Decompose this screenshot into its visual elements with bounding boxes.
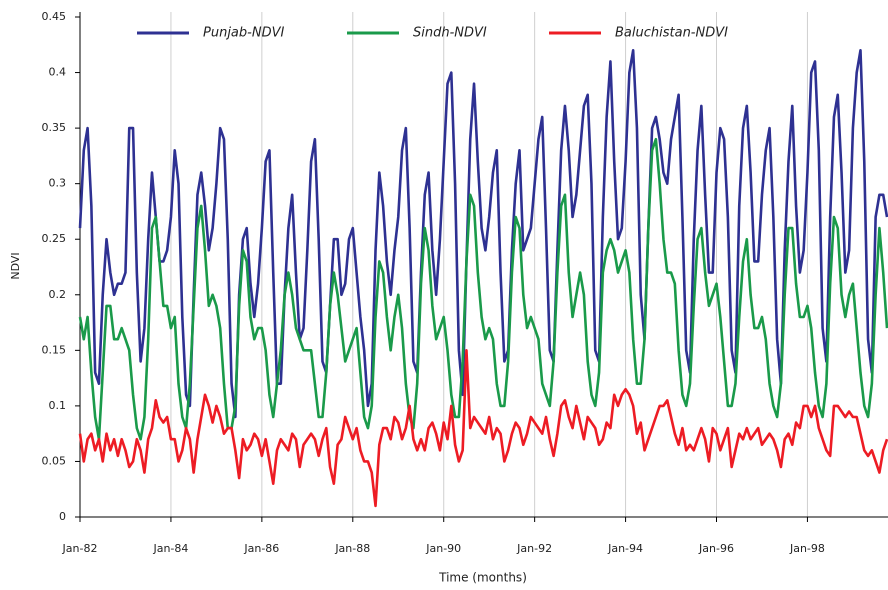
x-axis-label: Time (months) xyxy=(438,571,527,585)
x-tick-label: Jan-92 xyxy=(516,542,552,555)
y-axis-label: NDVI xyxy=(9,252,22,279)
x-tick-label: Jan-82 xyxy=(62,542,98,555)
y-tick-label: 0.25 xyxy=(42,232,67,245)
legend-label: Sindh-NDVI xyxy=(413,26,487,41)
series-line xyxy=(78,137,888,441)
y-tick-label: 0.45 xyxy=(42,10,67,23)
legend-label: Baluchistan-NDVI xyxy=(615,26,728,41)
y-tick-label: 0 xyxy=(59,510,66,523)
x-tick-label: Jan-98 xyxy=(789,542,825,555)
legend-label: Punjab-NDVI xyxy=(203,26,284,41)
y-tick-label: 0.05 xyxy=(42,454,67,467)
x-tick-label: Jan-84 xyxy=(152,542,188,555)
series-line xyxy=(78,349,888,508)
x-tick-label: Jan-96 xyxy=(698,542,734,555)
y-tick-label: 0.3 xyxy=(49,177,67,190)
series-line xyxy=(78,49,888,419)
y-tick-label: 0.15 xyxy=(42,343,67,356)
y-tick-label: 0.4 xyxy=(49,66,67,79)
y-tick-label: 0.2 xyxy=(49,288,67,301)
y-tick-label: 0.35 xyxy=(42,121,67,134)
x-tick-label: Jan-94 xyxy=(607,542,643,555)
x-tick-label: Jan-90 xyxy=(425,542,461,555)
x-tick-label: Jan-88 xyxy=(334,542,370,555)
y-tick-label: 0.1 xyxy=(49,399,67,412)
x-tick-label: Jan-86 xyxy=(243,542,279,555)
